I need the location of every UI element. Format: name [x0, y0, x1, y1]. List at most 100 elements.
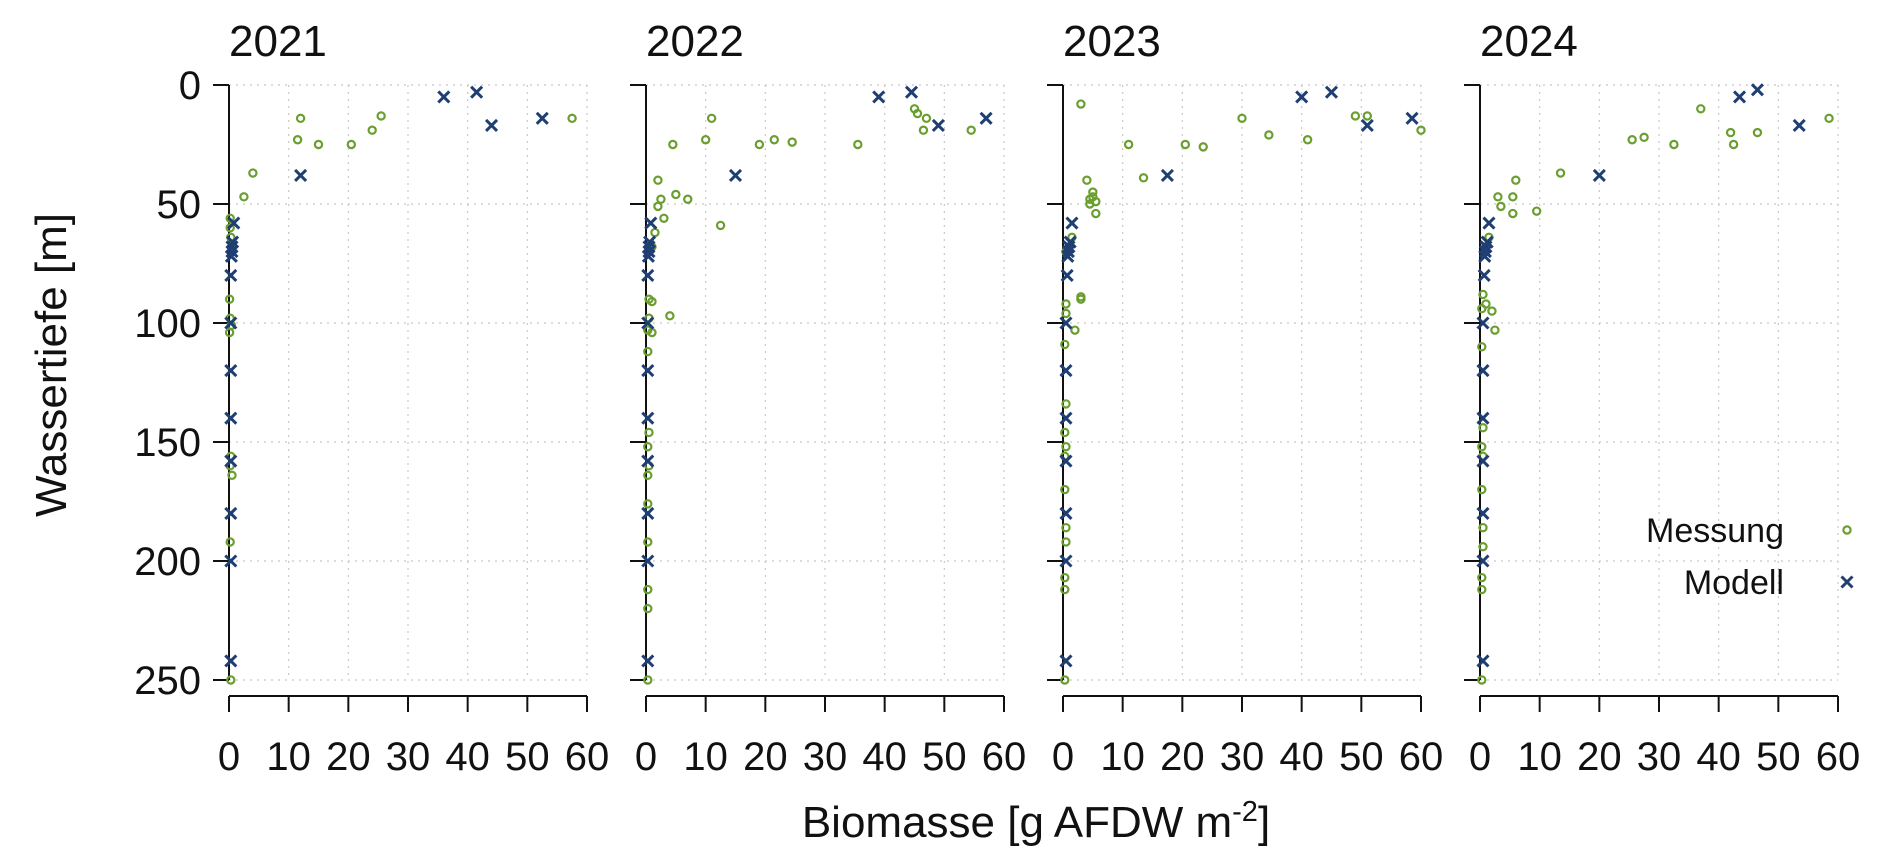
messung-point — [853, 139, 863, 150]
messung-point — [1477, 442, 1487, 452]
x-tick-label: 40 — [445, 735, 490, 779]
modell-point — [641, 268, 655, 282]
modell-point — [641, 506, 655, 520]
modell-point — [1732, 90, 1747, 104]
modell-point — [1295, 90, 1309, 104]
messung-point — [668, 139, 678, 150]
modell-point — [1405, 111, 1419, 125]
messung-point — [225, 213, 235, 223]
panel-2023: 2023 0 10 20 30 40 50 60 — [1047, 17, 1443, 779]
messung-point — [292, 135, 303, 145]
modell-point — [535, 111, 549, 125]
messung-point — [1508, 192, 1518, 202]
messung-point — [224, 294, 235, 304]
messung-point — [226, 675, 236, 685]
modell-point — [904, 85, 919, 99]
modell-point — [641, 411, 655, 425]
messung-point — [313, 139, 324, 150]
modell-point — [224, 364, 238, 378]
messung-point — [1555, 168, 1566, 178]
modell-point — [1482, 216, 1496, 230]
modell-point — [641, 364, 655, 378]
messung-point — [1477, 572, 1487, 583]
y-tick-label: 250 — [134, 659, 201, 703]
messung-point — [1477, 584, 1487, 595]
x-tick-label: 20 — [743, 735, 788, 779]
modell-point — [1059, 654, 1073, 668]
messung-point — [1060, 427, 1070, 438]
x-tick-label: 20 — [1160, 735, 1205, 779]
modell-point — [294, 168, 308, 183]
messung-point — [567, 113, 577, 124]
messung-point — [1508, 208, 1518, 219]
y-tick-label: 100 — [134, 302, 201, 346]
x-axis-label: Biomasse [g AFDW m-2] — [802, 796, 1270, 847]
modell-point — [931, 118, 945, 133]
messung-point — [1061, 299, 1071, 309]
messung-point — [653, 175, 663, 185]
messung-point — [643, 499, 653, 509]
x-tick-label: 50 — [922, 735, 967, 779]
modell-point — [1750, 83, 1765, 97]
x-tick-label: 20 — [326, 735, 371, 779]
x-tick-label: 0 — [635, 735, 657, 779]
x-tick-label: 30 — [1220, 735, 1265, 779]
messung-point — [1060, 339, 1070, 350]
messung-point — [1511, 175, 1521, 185]
messung-point — [1302, 135, 1313, 145]
messung-point — [643, 603, 653, 614]
messung-point — [715, 220, 726, 231]
messung-point — [346, 139, 357, 150]
messung-point — [227, 470, 237, 481]
y-tick-label: 200 — [134, 540, 201, 584]
messung-point — [653, 201, 663, 212]
modell-point — [1059, 554, 1073, 568]
x-tick-label: 30 — [1637, 735, 1682, 779]
x-tick-label: 30 — [386, 735, 431, 779]
messung-point — [1061, 442, 1071, 452]
modell-point — [1324, 85, 1339, 99]
messung-point — [1416, 125, 1426, 135]
x-tick-label: 40 — [1696, 735, 1741, 779]
y-tick-label: 150 — [134, 421, 201, 465]
x-tick-label: 10 — [683, 735, 728, 779]
panel-2022: 2022 0 10 20 30 40 50 60 — [630, 17, 1026, 779]
messung-point — [225, 223, 235, 233]
messung-point — [1752, 127, 1763, 138]
modell-point — [1059, 316, 1073, 330]
modell-point — [1059, 454, 1073, 468]
messung-point — [769, 135, 779, 145]
messung-point — [1123, 139, 1134, 150]
y-tick-label: 50 — [157, 183, 202, 227]
messung-point — [367, 125, 377, 135]
x-tick-label: 60 — [982, 735, 1027, 779]
modell-point — [224, 268, 238, 282]
panel-title: 2021 — [229, 17, 327, 66]
messung-point — [644, 427, 654, 438]
y-tick-label: 0 — [179, 64, 201, 108]
modell-point — [644, 216, 658, 230]
modell-point — [1059, 506, 1073, 520]
modell-point — [1061, 249, 1075, 263]
modell-point — [1476, 554, 1490, 568]
messung-point — [1477, 342, 1487, 352]
modell-point — [1476, 454, 1490, 468]
messung-point — [1639, 132, 1649, 143]
messung-point — [1478, 542, 1488, 552]
messung-point — [643, 470, 653, 481]
messung-point — [665, 311, 675, 321]
legend: Messung Modell — [1646, 512, 1854, 602]
modell-point — [224, 454, 238, 468]
legend-marker-modell — [1840, 575, 1854, 589]
messung-point — [1725, 127, 1736, 138]
modell-point — [437, 90, 451, 104]
messung-point — [1496, 201, 1506, 212]
messung-point — [659, 213, 669, 223]
messung-point — [1493, 192, 1503, 202]
messung-point — [1060, 484, 1070, 495]
messung-point — [706, 113, 717, 124]
messung-point — [1237, 113, 1247, 124]
messung-point — [1180, 139, 1191, 150]
legend-label: Messung — [1646, 512, 1784, 550]
